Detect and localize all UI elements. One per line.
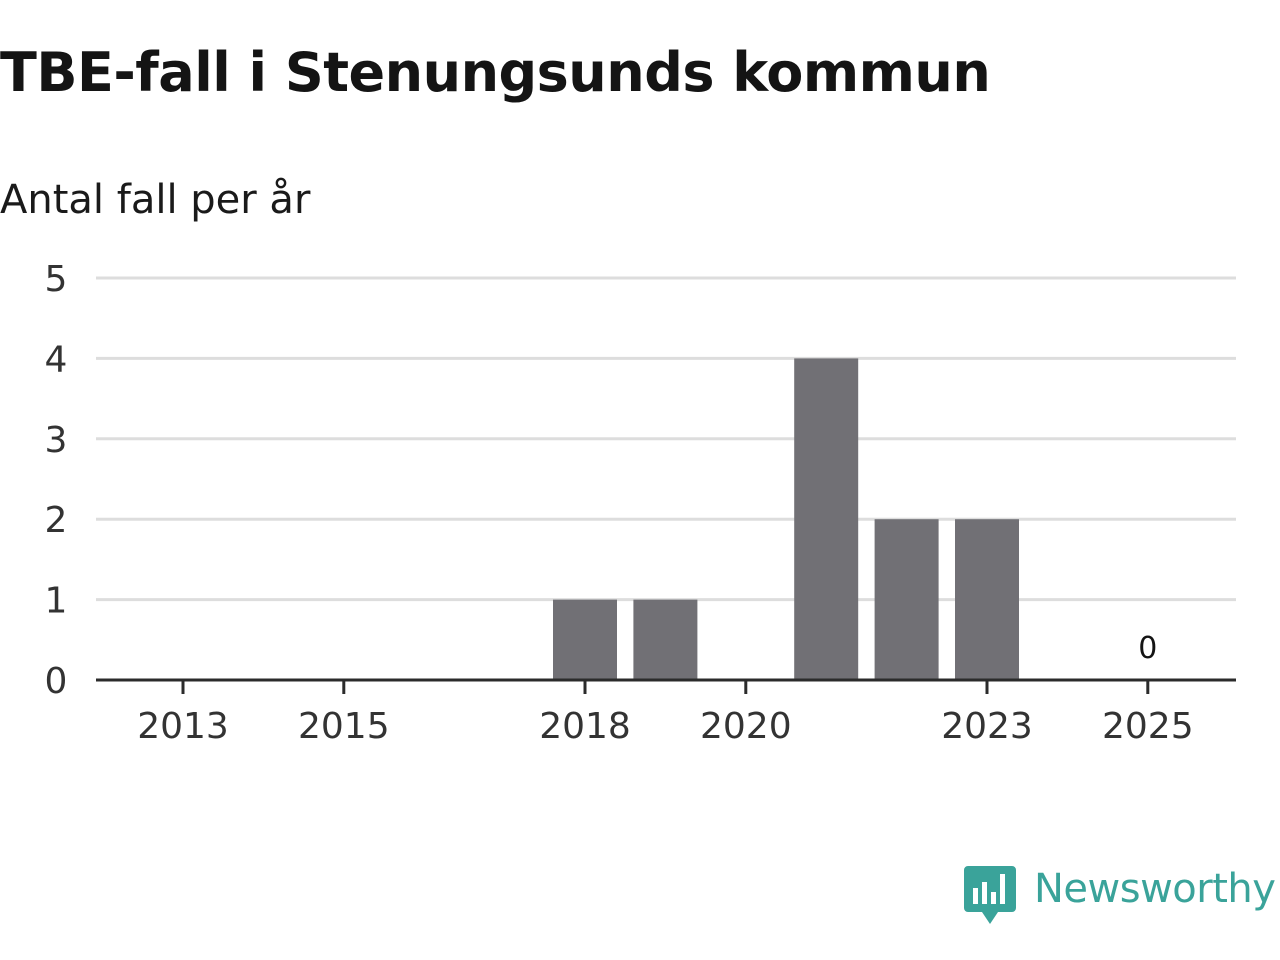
data-label: 0 [1138,631,1157,666]
x-axis-labels: 2013 2015 2018 2020 2023 2025 [137,706,1193,747]
brand: Newsworthy [964,864,1276,928]
x-tick-label: 2023 [941,706,1033,747]
y-tick-label: 4 [45,339,68,380]
y-tick-label: 3 [45,420,68,461]
x-tick-label: 2020 [700,706,792,747]
y-tick-label: 2 [45,500,68,541]
bar-chart: 0 1 2 3 4 5 2013 2015 2018 2020 2023 2025 0 [45,259,1236,747]
bar-2019 [633,599,698,680]
x-tick-label: 2025 [1102,706,1194,747]
grid-lines [96,276,1236,602]
brand-name: Newsworthy [1034,866,1276,912]
bar-2021 [794,358,859,680]
bar-2018 [553,599,617,680]
y-tick-label: 0 [45,661,68,702]
chart-subtitle: Antal fall per år [0,177,311,223]
y-tick-label: 1 [45,581,68,622]
y-axis-labels: 0 1 2 3 4 5 [45,259,68,702]
x-tick-label: 2013 [137,706,229,747]
bars [553,358,1019,680]
bar-2023 [955,519,1019,680]
chart-title: TBE-fall i Stenungsunds kommun [0,41,991,104]
bar-2022 [874,519,939,680]
x-axis [96,678,1236,694]
y-tick-label: 5 [45,259,68,300]
x-tick-label: 2015 [298,706,390,747]
annotations: 0 [1138,631,1157,666]
newsworthy-logo-icon [964,866,1016,924]
x-tick-label: 2018 [539,706,631,747]
